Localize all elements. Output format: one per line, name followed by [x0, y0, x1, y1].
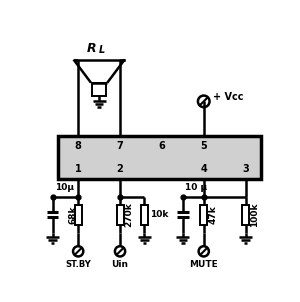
Text: Uin: Uin	[112, 260, 128, 269]
Text: L: L	[99, 45, 105, 55]
Text: 3: 3	[242, 164, 249, 174]
Text: MUTE: MUTE	[189, 260, 218, 269]
Text: 5: 5	[200, 141, 207, 151]
Text: 47k: 47k	[208, 205, 217, 224]
Bar	[116, 205, 124, 225]
Bar	[75, 205, 82, 225]
Text: 4: 4	[200, 164, 207, 174]
Text: + Vcc: + Vcc	[213, 92, 244, 102]
Text: 270k: 270k	[125, 202, 134, 227]
Bar	[200, 205, 207, 225]
Text: 7: 7	[117, 141, 123, 151]
Text: 8: 8	[75, 141, 82, 151]
Text: 68k: 68k	[68, 205, 77, 224]
Text: 2: 2	[117, 164, 123, 174]
Text: 10μ: 10μ	[55, 183, 74, 192]
Bar	[242, 205, 249, 225]
Text: ST.BY: ST.BY	[65, 260, 91, 269]
Text: 100k: 100k	[250, 202, 259, 227]
Bar	[58, 136, 261, 179]
Text: 10 μ: 10 μ	[185, 183, 207, 192]
Text: R: R	[87, 42, 97, 55]
Bar	[92, 83, 106, 95]
Bar	[141, 205, 148, 225]
Text: 6: 6	[158, 141, 165, 151]
Text: 10k: 10k	[150, 210, 168, 219]
Text: 1: 1	[75, 164, 82, 174]
